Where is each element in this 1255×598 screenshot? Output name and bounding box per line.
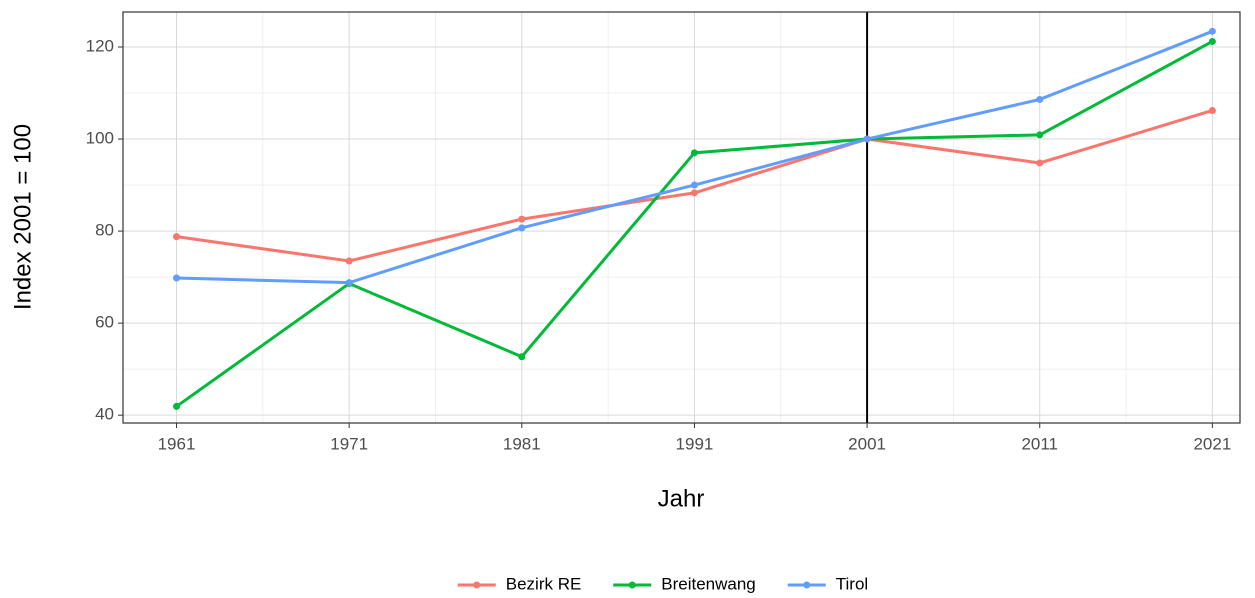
point: [1208, 27, 1216, 35]
point: [863, 135, 871, 143]
y-axis-title: Index 2001 = 100: [9, 124, 36, 310]
point: [518, 353, 526, 361]
point: [173, 274, 181, 282]
x-tick-label: 2011: [1021, 434, 1058, 453]
point: [173, 402, 181, 410]
point: [690, 181, 698, 189]
point: [518, 215, 526, 223]
point: [345, 257, 353, 265]
x-tick-label: 1971: [330, 434, 368, 453]
x-tick-label: 1981: [503, 434, 541, 453]
point: [518, 224, 526, 232]
point: [1208, 106, 1216, 114]
legend-key-point: [628, 581, 636, 589]
point: [1036, 131, 1044, 139]
point: [173, 233, 181, 241]
point: [1208, 37, 1216, 45]
y-tick-label: 60: [95, 313, 114, 332]
y-tick-label: 40: [95, 405, 114, 424]
point: [690, 189, 698, 197]
legend-key-point: [473, 581, 481, 589]
y-tick-label: 100: [86, 129, 114, 148]
y-tick-label: 80: [95, 221, 114, 240]
legend-label: Breitenwang: [661, 574, 756, 593]
x-axis-title: Jahr: [658, 485, 705, 512]
x-tick-label: 2001: [848, 434, 886, 453]
y-tick-label: 120: [86, 36, 114, 55]
legend-label: Tirol: [836, 574, 868, 593]
point: [1036, 159, 1044, 167]
x-tick-label: 1991: [676, 434, 714, 453]
panel-border: [122, 11, 1241, 424]
point: [1036, 95, 1044, 103]
x-tick-label: 2021: [1193, 434, 1231, 453]
legend-key-point: [803, 581, 811, 589]
legend-label: Bezirk RE: [506, 574, 582, 593]
x-tick-label: 1961: [158, 434, 196, 453]
point: [345, 279, 353, 287]
point: [690, 149, 698, 157]
